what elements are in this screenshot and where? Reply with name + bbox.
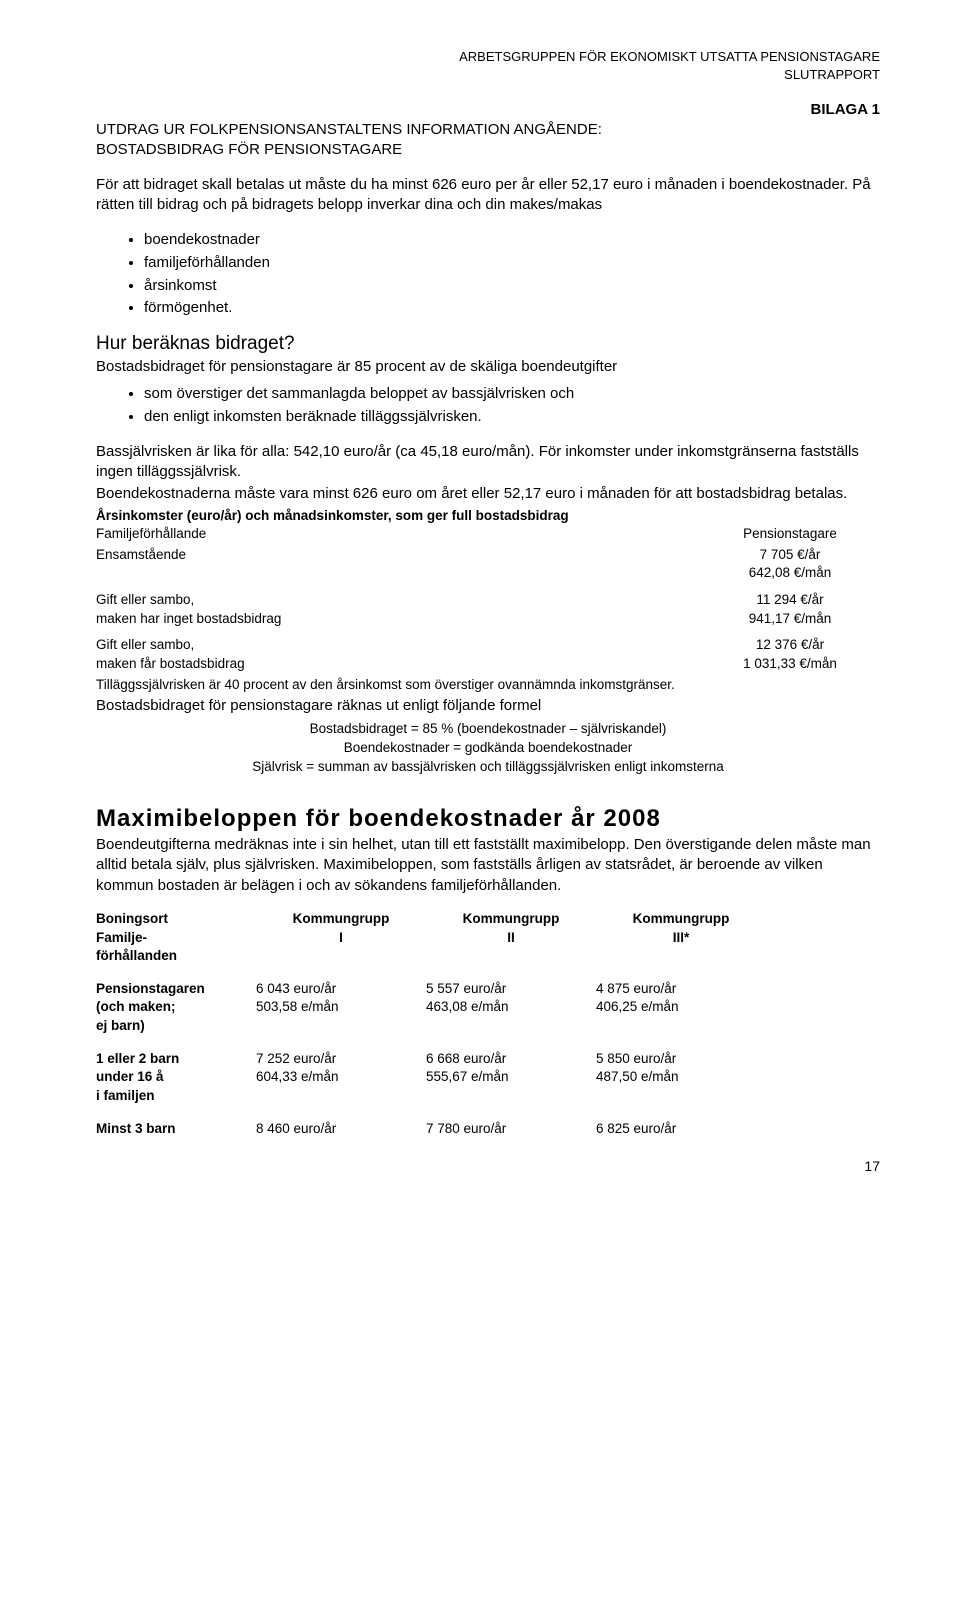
income-cell-right: 11 294 €/år 941,17 €/mån: [700, 591, 880, 628]
formula-line: Självrisk = summan av bassjälvrisken och…: [96, 758, 880, 777]
max-h-col0: Boningsort Familje- förhållanden: [96, 910, 256, 966]
income-value: 642,08 €/mån: [700, 564, 880, 583]
list-item: boendekostnader: [144, 229, 880, 251]
income-row: Gift eller sambo, maken har inget bostad…: [96, 591, 880, 628]
max-cell: 5 557 euro/år 463,08 e/mån: [426, 980, 596, 1017]
list-item: som överstiger det sammanlagda beloppet …: [144, 383, 880, 405]
list-item: förmögenhet.: [144, 297, 880, 319]
max-row: Pensionstagaren (och maken; ej barn) 6 0…: [96, 980, 880, 1036]
formula-block: Bostadsbidraget = 85 % (boendekostnader …: [96, 720, 880, 777]
factors-list: boendekostnader familjeförhållanden årsi…: [96, 229, 880, 319]
intro-paragraph: För att bidraget skall betalas ut måste …: [96, 175, 880, 216]
min-cost-paragraph: Boendekostnaderna måste vara minst 626 e…: [96, 484, 880, 504]
income-value: 7 705 €/år: [700, 546, 880, 565]
income-row: Gift eller sambo, maken får bostadsbidra…: [96, 636, 880, 673]
title-line-1: UTDRAG UR FOLKPENSIONSANSTALTENS INFORMA…: [96, 120, 880, 140]
section-heading-calculation: Hur beräknas bidraget?: [96, 333, 880, 355]
income-cell-right: 7 705 €/år 642,08 €/mån: [700, 546, 880, 583]
max-h-col2: Kommungrupp II: [426, 910, 596, 947]
page-number: 17: [96, 1158, 880, 1174]
max-row: 1 eller 2 barn under 16 å i familjen 7 2…: [96, 1050, 880, 1106]
income-value: 1 031,33 €/mån: [700, 655, 880, 674]
income-cell-left: Ensamstående: [96, 546, 700, 583]
header-line-1: ARBETSGRUPPEN FÖR EKONOMISKT UTSATTA PEN…: [96, 48, 880, 66]
exceed-list: som överstiger det sammanlagda beloppet …: [96, 383, 880, 428]
calc-lead: Bostadsbidraget för pensionstagare är 85…: [96, 357, 880, 377]
max-cell: 4 875 euro/år 406,25 e/mån: [596, 980, 766, 1017]
max-cell: 6 825 euro/år: [596, 1120, 766, 1139]
header-line-2: SLUTRAPPORT: [96, 66, 880, 84]
base-risk-paragraph: Bassjälvrisken är lika för alla: 542,10 …: [96, 442, 880, 483]
max-cell: 7 780 euro/år: [426, 1120, 596, 1139]
document-page: ARBETSGRUPPEN FÖR EKONOMISKT UTSATTA PEN…: [0, 0, 960, 1204]
formula-line: Bostadsbidraget = 85 % (boendekostnader …: [96, 720, 880, 739]
income-value: 941,17 €/mån: [700, 610, 880, 629]
max-paragraph: Boendeutgifterna medräknas inte i sin he…: [96, 835, 880, 896]
max-h-col3: Kommungrupp III*: [596, 910, 766, 947]
max-header-row: Boningsort Familje- förhållanden Kommung…: [96, 910, 880, 966]
income-header-left: Familjeförhållande: [96, 525, 700, 544]
income-footer: Tilläggssjälvrisken är 40 procent av den…: [96, 676, 880, 695]
max-h-col1: Kommungrupp I: [256, 910, 426, 947]
formula-lead: Bostadsbidraget för pensionstagare räkna…: [96, 696, 880, 716]
list-item: familjeförhållanden: [144, 252, 880, 274]
max-table: Boningsort Familje- förhållanden Kommung…: [96, 910, 880, 1138]
income-header-right: Pensionstagare: [700, 525, 880, 544]
page-header: ARBETSGRUPPEN FÖR EKONOMISKT UTSATTA PEN…: [96, 48, 880, 83]
max-cell: 6 043 euro/år 503,58 e/mån: [256, 980, 426, 1017]
max-cell: 1 eller 2 barn under 16 å i familjen: [96, 1050, 256, 1106]
list-item: den enligt inkomsten beräknade tilläggss…: [144, 406, 880, 428]
list-item: årsinkomst: [144, 275, 880, 297]
income-row: Ensamstående 7 705 €/år 642,08 €/mån: [96, 546, 880, 583]
max-cell: Pensionstagaren (och maken; ej barn): [96, 980, 256, 1036]
income-caption: Årsinkomster (euro/år) och månadsinkomst…: [96, 507, 880, 526]
appendix-label: BILAGA 1: [96, 101, 880, 118]
income-cell-right: 12 376 €/år 1 031,33 €/mån: [700, 636, 880, 673]
formula-line: Boendekostnader = godkända boendekostnad…: [96, 739, 880, 758]
section-heading-max: Maximibeloppen för boendekostnader år 20…: [96, 805, 880, 833]
max-cell: Minst 3 barn: [96, 1120, 256, 1139]
income-value: 11 294 €/år: [700, 591, 880, 610]
max-cell: 8 460 euro/år: [256, 1120, 426, 1139]
income-cell-left: Gift eller sambo, maken får bostadsbidra…: [96, 636, 700, 673]
main-title: UTDRAG UR FOLKPENSIONSANSTALTENS INFORMA…: [96, 120, 880, 161]
max-cell: 7 252 euro/år 604,33 e/mån: [256, 1050, 426, 1087]
max-cell: 5 850 euro/år 487,50 e/mån: [596, 1050, 766, 1087]
max-cell: 6 668 euro/år 555,67 e/mån: [426, 1050, 596, 1087]
income-cell-left: Gift eller sambo, maken har inget bostad…: [96, 591, 700, 628]
title-line-2: BOSTADSBIDRAG FÖR PENSIONSTAGARE: [96, 140, 880, 160]
income-table: Årsinkomster (euro/år) och månadsinkomst…: [96, 507, 880, 695]
income-value: 12 376 €/år: [700, 636, 880, 655]
max-row: Minst 3 barn 8 460 euro/år 7 780 euro/år…: [96, 1120, 880, 1139]
